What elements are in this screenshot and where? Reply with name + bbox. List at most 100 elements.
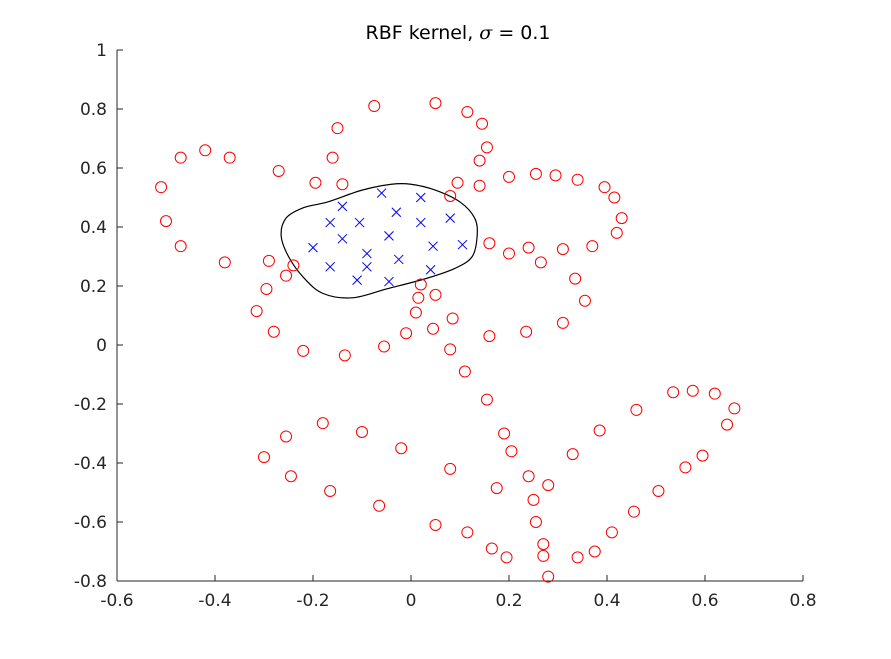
cross-stroke [337, 233, 348, 244]
circle-marker-point [473, 179, 486, 192]
x-tick-label: -0.6 [100, 591, 133, 611]
circle-marker-point [593, 424, 606, 437]
circle-marker-point [500, 551, 513, 564]
circle-marker-point [490, 482, 503, 495]
circle-marker-point [696, 449, 709, 462]
circle-marker-point [250, 305, 263, 318]
circle-marker-point [373, 499, 386, 512]
chart-title-prefix: RBF kernel, [366, 22, 480, 44]
cross-stroke [415, 217, 426, 228]
circle-marker-point [686, 384, 699, 397]
circle-marker-point [368, 100, 381, 113]
circle-marker-point [571, 551, 584, 564]
cross-marker-point [428, 241, 438, 252]
cross-marker-point [425, 264, 436, 275]
circle-marker-point [537, 538, 550, 551]
circle-marker-point [522, 470, 535, 483]
circle-marker-point [427, 322, 440, 335]
cross-marker-point [352, 275, 362, 285]
circle-marker-point [569, 272, 582, 285]
circle-marker-point [174, 240, 187, 253]
cross-stroke [384, 276, 394, 287]
circle-marker-point [721, 418, 734, 431]
cross-marker-point [325, 217, 336, 228]
chart-title-suffix: = 0.1 [492, 22, 550, 44]
circle-marker-point [378, 340, 391, 353]
circle-marker-point [537, 549, 550, 562]
circle-marker-point [588, 545, 601, 558]
y-tick-label: 0.4 [80, 218, 107, 238]
cross-marker-point [415, 192, 426, 203]
circle-marker-point [429, 97, 442, 110]
cross-stroke [325, 261, 336, 272]
cross-stroke [376, 188, 387, 198]
circle-marker-point [451, 176, 464, 189]
x-tick-label: 0.4 [593, 591, 620, 611]
x-tick-label: -0.4 [198, 591, 231, 611]
circle-marker-point [505, 445, 518, 458]
circle-marker-point [409, 306, 422, 319]
circle-marker-point [160, 215, 172, 228]
circle-marker-point [571, 173, 584, 186]
x-tick-label: 0.8 [789, 591, 816, 611]
cross-stroke [457, 239, 468, 250]
x-tick-label: 0.2 [495, 591, 522, 611]
circle-marker-point [630, 403, 643, 416]
circle-marker-point [728, 402, 741, 415]
cross-marker-point [354, 217, 365, 228]
circle-marker-point [461, 526, 474, 539]
cross-stroke [352, 275, 362, 285]
circle-marker-point [534, 256, 547, 269]
circle-marker-point [529, 167, 542, 180]
circle-marker-point [605, 526, 618, 539]
circle-marker-point [395, 442, 408, 455]
circle-marker-point [267, 325, 280, 338]
y-tick-label: 0 [96, 336, 107, 356]
circle-marker-point [199, 144, 212, 157]
y-tick-label: 0.8 [80, 100, 107, 120]
circle-marker-point [527, 493, 540, 506]
cross-stroke [391, 207, 402, 218]
circle-marker-point [503, 247, 515, 260]
circle-marker-point [485, 542, 498, 555]
circle-marker-point [326, 151, 339, 164]
decision-boundary-layer [280, 182, 478, 299]
cross-marker-point [362, 261, 372, 272]
circle-marker-point [444, 190, 457, 203]
cross-marker-point [384, 230, 394, 241]
cross-marker-point [325, 261, 336, 272]
y-tick-label: -0.4 [74, 454, 107, 474]
circle-marker-point [556, 243, 569, 256]
x-tick-label: -0.2 [296, 591, 329, 611]
circle-marker-point [412, 291, 425, 304]
circle-marker-point [444, 343, 457, 356]
circle-marker-point [174, 151, 187, 164]
cross-stroke [445, 213, 456, 224]
circle-marker-point [316, 417, 329, 430]
plot-axes: -0.6 -0.4 -0.2 0 0.2 0.4 0.6 0.8-0.8-0.6-0.4-0.… [74, 41, 817, 611]
y-tick-label: 0.6 [80, 159, 107, 179]
circle-marker-point [598, 181, 611, 194]
circle-marker-point [429, 518, 442, 531]
cross-stroke [415, 192, 426, 203]
circle-marker-point [336, 178, 349, 191]
circle-marker-point [566, 448, 579, 461]
cross-stroke [362, 248, 372, 259]
cross-marker-point [337, 233, 348, 244]
circle-marker-point [155, 181, 168, 194]
circle-marker-point [356, 426, 368, 439]
circle-marker-point [615, 212, 628, 225]
cross-marker-point [362, 248, 372, 259]
decision-boundary-curve [280, 182, 478, 299]
circle-marker-point [331, 122, 344, 135]
circle-marker-point [503, 170, 515, 183]
cross-stroke [428, 241, 438, 252]
cross-stroke [308, 242, 318, 253]
circle-marker-point [652, 485, 665, 498]
x-tick-label: 0 [406, 591, 417, 611]
circle-marker-point [461, 105, 474, 118]
circle-marker-point [280, 430, 293, 443]
circle-marker-point [556, 316, 569, 329]
